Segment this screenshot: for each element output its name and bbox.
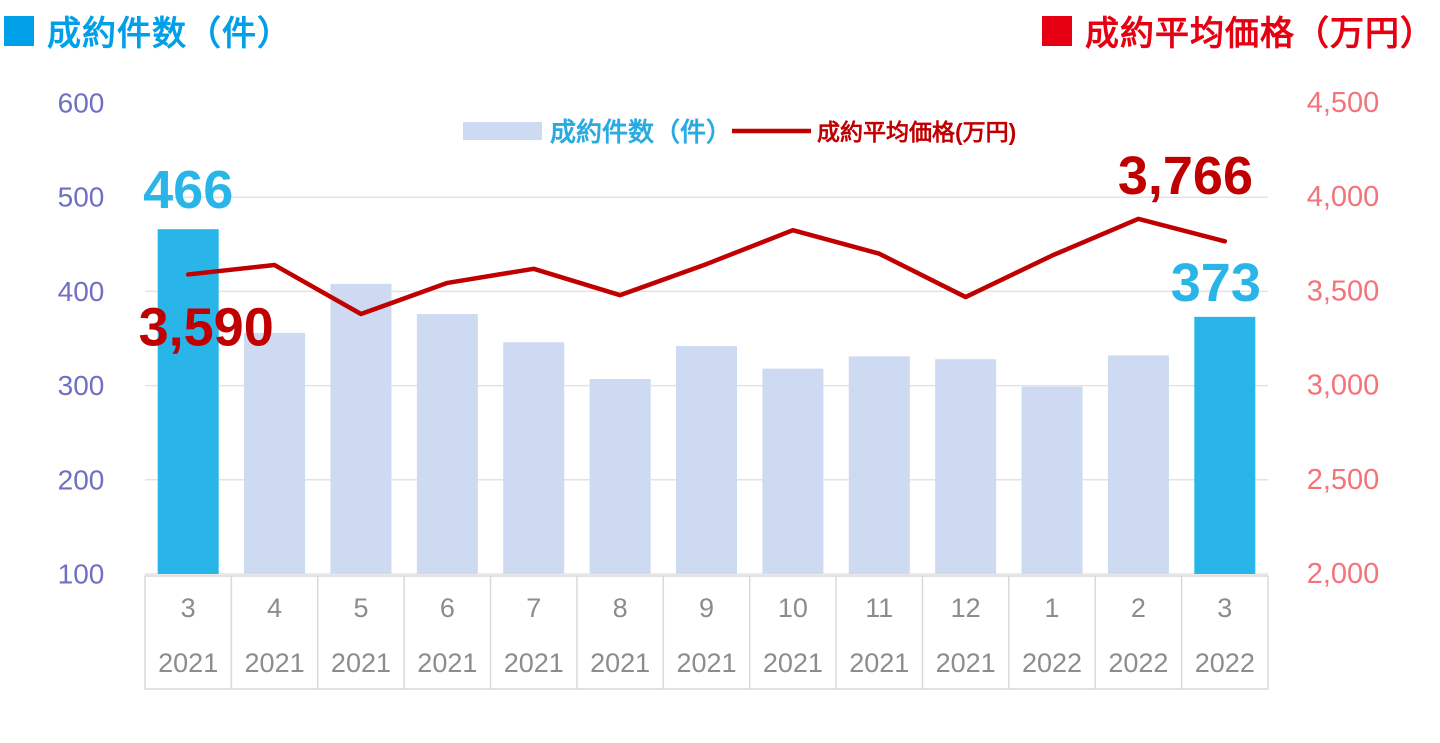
x-tick-month: 5 <box>353 593 368 623</box>
x-tick-month: 8 <box>613 593 628 623</box>
left-axis-tick-label: 200 <box>58 464 105 495</box>
right-axis-tick-label: 2,000 <box>1307 558 1380 590</box>
value-label-3,766: 3,766 <box>1118 146 1253 206</box>
x-tick-year: 2022 <box>1022 648 1082 678</box>
right-axis-tick-label: 3,000 <box>1307 370 1380 402</box>
bar-2021-11 <box>848 356 910 574</box>
left-axis-title-text: 成約件数（件） <box>47 15 292 53</box>
left-axis-tick-label: 400 <box>58 276 105 307</box>
left-axis-tick-label: 100 <box>58 559 105 590</box>
x-tick-month: 12 <box>951 593 981 623</box>
value-label-373: 373 <box>1171 253 1261 313</box>
bar-2022-1 <box>1021 386 1083 574</box>
bar-2022-2 <box>1107 355 1169 574</box>
x-tick-month: 10 <box>778 593 808 623</box>
right-axis-tick-label: 4,000 <box>1307 181 1380 213</box>
x-tick-month: 1 <box>1045 593 1060 623</box>
x-tick-year: 2021 <box>676 648 736 678</box>
right-axis-tick-label: 3,500 <box>1307 275 1380 307</box>
x-tick-month: 4 <box>267 593 282 623</box>
x-tick-year: 2021 <box>763 648 823 678</box>
x-tick-year: 2022 <box>1195 648 1255 678</box>
right-axis-tick-label: 2,500 <box>1307 464 1380 496</box>
x-tick-month: 3 <box>181 593 196 623</box>
bar-2021-9 <box>676 346 737 574</box>
left-axis-tick-label: 600 <box>58 88 105 119</box>
legend-bar-label: 成約件数（件） <box>550 117 732 147</box>
x-tick-month: 11 <box>865 593 893 623</box>
x-tick-month: 2 <box>1131 593 1146 623</box>
blue-square-icon <box>4 15 34 46</box>
x-tick-month: 3 <box>1217 593 1232 623</box>
x-tick-month: 9 <box>699 593 714 623</box>
x-tick-month: 6 <box>440 593 455 623</box>
x-tick-year: 2021 <box>331 648 391 678</box>
left-axis-tick-label: 500 <box>58 182 105 213</box>
legend-bar-swatch-icon <box>463 122 542 140</box>
x-tick-month: 7 <box>526 593 541 623</box>
right-axis-tick-label: 4,500 <box>1307 87 1380 119</box>
x-tick-year: 2021 <box>245 648 305 678</box>
x-tick-year: 2021 <box>590 648 650 678</box>
bar-2021-7 <box>503 342 565 574</box>
bar-2021-6 <box>416 314 478 574</box>
x-tick-year: 2021 <box>849 648 909 678</box>
x-tick-year: 2021 <box>936 648 996 678</box>
x-tick-year: 2021 <box>417 648 477 678</box>
right-axis-title: 成約平均価格（万円） <box>1042 6 1435 55</box>
price-line <box>185 216 1228 317</box>
value-label-466: 466 <box>143 160 233 220</box>
red-square-icon <box>1042 15 1072 46</box>
x-axis-table-border <box>144 575 1269 690</box>
x-tick-year: 2021 <box>158 648 218 678</box>
bar-2021-4 <box>244 332 306 574</box>
x-tick-year: 2022 <box>1108 648 1168 678</box>
bar-2022-3 <box>1194 316 1256 574</box>
left-axis-tick-label: 300 <box>58 370 105 401</box>
bar-2021-3 <box>157 229 219 574</box>
x-tick-year: 2021 <box>504 648 564 678</box>
bar-2021-10 <box>762 368 824 574</box>
value-label-3,590: 3,590 <box>139 297 274 357</box>
left-axis-title: 成約件数（件） <box>4 6 292 55</box>
bar-2021-12 <box>935 359 997 574</box>
right-axis-title-text: 成約平均価格（万円） <box>1085 15 1435 53</box>
legend-line-label: 成約平均価格(万円) <box>817 119 1016 145</box>
bar-2021-5 <box>330 283 392 574</box>
bar-2021-8 <box>589 379 651 574</box>
